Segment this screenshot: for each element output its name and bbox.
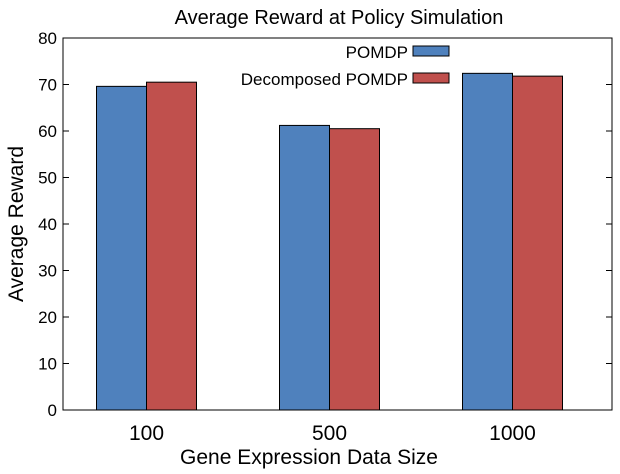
y-tick-label: 30	[38, 262, 57, 281]
bar-decomposed-pomdp-1000	[512, 75, 563, 411]
bar-pomdp-1000	[462, 72, 513, 411]
x-tick-label: 1000	[489, 422, 536, 445]
y-tick-label: 80	[38, 29, 57, 48]
plot-frame	[62, 37, 613, 411]
legend-label: Decomposed POMDP	[241, 70, 408, 89]
bars-group	[96, 72, 563, 411]
bar-pomdp-500	[279, 124, 330, 411]
legend-label: POMDP	[346, 43, 408, 62]
y-axis-ticks: 0 10 20 30 40 50 60 70 80	[38, 29, 612, 420]
bar-decomposed-pomdp-500	[329, 128, 380, 411]
y-tick-label: 70	[38, 76, 57, 95]
legend: POMDP Decomposed POMDP	[241, 43, 450, 89]
x-tick-label: 100	[129, 422, 164, 445]
y-tick-label: 0	[48, 401, 57, 420]
x-tick-label: 500	[312, 422, 347, 445]
chart-title: Average Reward at Policy Simulation	[175, 7, 504, 29]
y-tick-label: 40	[38, 215, 57, 234]
bar-pomdp-100	[96, 85, 147, 411]
y-tick-label: 60	[38, 122, 57, 141]
bar-decomposed-pomdp-100	[146, 81, 197, 411]
x-axis-label: Gene Expression Data Size	[180, 446, 438, 469]
legend-swatch	[412, 45, 450, 57]
y-axis-label: Average Reward	[5, 146, 28, 302]
legend-swatch	[412, 72, 450, 84]
y-tick-label: 20	[38, 308, 57, 327]
y-tick-label: 10	[38, 355, 57, 374]
x-axis-ticks: 100 500 1000	[129, 422, 536, 445]
y-tick-label: 50	[38, 169, 57, 188]
